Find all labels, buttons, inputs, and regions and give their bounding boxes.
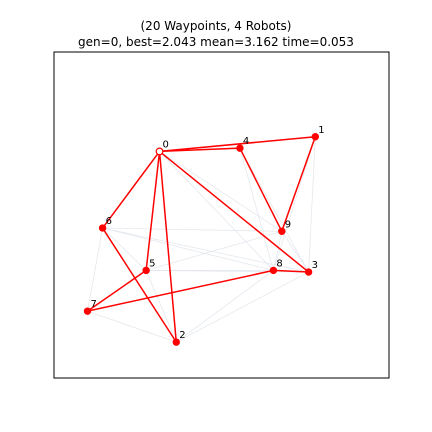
waypoint-4-marker	[236, 144, 244, 152]
route-3-segment	[145, 151, 161, 271]
background-edge	[176, 271, 309, 343]
route-2-segment	[101, 227, 177, 343]
background-edge	[102, 227, 147, 271]
route-3-segment	[159, 150, 310, 273]
chart-title: (20 Waypoints, 4 Robots)	[140, 19, 292, 33]
waypoint-6-label: 6	[106, 216, 112, 227]
background-edge	[239, 148, 274, 271]
waypoint-8-label: 8	[276, 258, 282, 269]
background-edge	[308, 136, 316, 273]
waypoint-5-label: 5	[149, 258, 155, 269]
route-1-segment	[159, 136, 316, 153]
background-edge	[273, 231, 283, 271]
waypoint-1-marker	[311, 133, 319, 141]
background-edge	[87, 227, 103, 312]
waypoint-3-label: 3	[312, 260, 318, 271]
waypoint-0-marker	[155, 147, 164, 156]
waypoint-2-label: 2	[179, 330, 185, 341]
routes	[87, 136, 317, 343]
waypoint-2-marker	[172, 338, 180, 346]
route-1-segment	[281, 136, 317, 232]
route-1-segment	[239, 147, 283, 232]
waypoint-8-marker	[269, 266, 278, 275]
waypoint-7-label: 7	[91, 299, 97, 310]
background-edge	[176, 270, 274, 343]
waypoint-1-label: 1	[318, 125, 324, 136]
waypoint-0-label: 0	[163, 139, 169, 150]
route-3-segment	[273, 269, 309, 273]
background-edge	[159, 151, 274, 271]
background-edge	[273, 136, 316, 271]
background-edge	[281, 231, 309, 273]
waypoint-9-marker	[278, 227, 286, 235]
route-3-segment	[87, 269, 274, 312]
background-edge	[239, 147, 309, 273]
background-edge	[87, 310, 177, 343]
background-edge	[102, 227, 274, 271]
background-edges	[87, 136, 316, 343]
waypoint-6-marker	[98, 224, 107, 232]
background-edge	[145, 270, 177, 343]
axes-frame	[53, 51, 390, 379]
waypoints	[83, 133, 319, 346]
route-3-segment	[87, 269, 147, 312]
background-edge	[159, 151, 283, 232]
waypoint-4-label: 4	[243, 136, 249, 147]
route-2-segment	[158, 151, 178, 343]
route-1-segment	[159, 147, 240, 153]
background-edge	[102, 227, 282, 232]
waypoint-3-marker	[304, 268, 313, 276]
chart-subtitle: gen=0, best=2.043 mean=3.162 time=0.053	[78, 35, 354, 49]
waypoint-7-marker	[83, 307, 92, 315]
background-edge	[146, 270, 309, 273]
waypoint-9-label: 9	[285, 219, 291, 230]
route-2-segment	[101, 150, 161, 229]
waypoint-labels: 0 1 2 3 4 5 6 7 8 9	[91, 125, 325, 341]
waypoint-5-marker	[142, 266, 150, 275]
